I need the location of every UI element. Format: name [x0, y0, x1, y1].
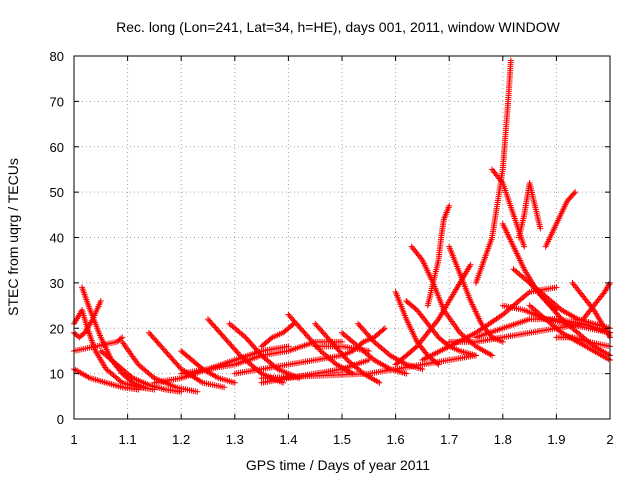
data-point	[557, 305, 564, 312]
data-point	[525, 290, 532, 297]
series-arc-39	[542, 189, 579, 250]
axis-ticks	[73, 55, 611, 420]
y-tick-label: 50	[50, 185, 64, 200]
y-tick-label: 80	[50, 49, 64, 64]
grid-lines	[74, 56, 610, 419]
x-tick-label: 1.2	[172, 432, 190, 447]
data-point	[376, 379, 383, 386]
series-arc-28	[392, 261, 474, 368]
data-point	[489, 352, 496, 359]
series-arc-07	[119, 338, 201, 395]
y-tick-labels: 0 10 20 30 40 50 60 70 80	[50, 49, 64, 427]
y-tick-label: 10	[50, 367, 64, 382]
y-tick-label: 60	[50, 140, 64, 155]
y-axis-label: STEC from uqrg / TECUs	[5, 158, 21, 316]
data-point	[513, 300, 520, 307]
data-point	[381, 325, 388, 332]
data-point	[231, 379, 238, 386]
data-point	[522, 292, 529, 299]
data-point	[434, 360, 441, 367]
series-arc-22	[312, 343, 372, 354]
data-point	[572, 189, 579, 196]
y-tick-label: 30	[50, 276, 64, 291]
data-point	[502, 309, 509, 316]
x-tick-label: 1.1	[119, 432, 137, 447]
data-point	[385, 351, 392, 358]
series-arc-30	[419, 284, 560, 364]
x-tick-label: 2	[606, 432, 613, 447]
chart-title: Rec. long (Lon=241, Lat=34, h=HE), days …	[116, 19, 560, 35]
data-points	[71, 57, 613, 395]
data-point	[537, 225, 544, 232]
series-arc-29	[446, 243, 506, 345]
data-point	[359, 339, 366, 346]
series-arc-31	[473, 57, 514, 286]
data-point	[267, 335, 274, 342]
series-arc-21	[339, 325, 388, 359]
series-arc-05	[71, 334, 126, 354]
data-point	[517, 296, 524, 303]
x-tick-label: 1.3	[226, 432, 244, 447]
data-point	[521, 243, 528, 250]
x-tick-label: 1.7	[440, 432, 458, 447]
data-point	[149, 373, 156, 380]
x-tick-label: 1.9	[547, 432, 565, 447]
x-tick-labels: 1 1.1 1.2 1.3 1.4 1.5 1.6 1.7 1.8 1.9 2	[70, 432, 613, 447]
data-point	[514, 299, 521, 306]
data-point	[194, 388, 201, 395]
series-arc-34	[515, 180, 544, 241]
x-tick-label: 1.4	[279, 432, 297, 447]
y-tick-label: 70	[50, 94, 64, 109]
y-tick-label: 40	[50, 231, 64, 246]
data-point	[128, 373, 135, 380]
series-arc-43	[446, 320, 587, 345]
data-point	[499, 311, 506, 318]
series-arc-27	[424, 202, 453, 309]
data-point	[117, 335, 124, 342]
data-point	[571, 190, 578, 197]
data-point	[519, 295, 526, 302]
data-point	[523, 291, 530, 298]
series-arc-32	[489, 166, 528, 250]
data-point	[403, 370, 410, 377]
data-point	[412, 305, 419, 312]
series-arc-26	[403, 298, 479, 359]
data-point	[117, 378, 124, 385]
data-point	[235, 351, 242, 358]
data-point	[504, 307, 511, 314]
x-tick-label: 1.6	[387, 432, 405, 447]
x-axis-label: GPS time / Days of year 2011	[246, 457, 430, 473]
data-point	[412, 344, 419, 351]
x-tick-label: 1	[70, 432, 77, 447]
series-arc-42	[580, 279, 613, 323]
data-point	[501, 310, 508, 317]
data-point	[343, 355, 350, 362]
data-point	[241, 333, 248, 340]
data-point	[473, 352, 479, 359]
data-point	[380, 326, 387, 333]
data-point	[467, 261, 474, 268]
series-arc-16	[258, 320, 297, 350]
data-point	[332, 360, 339, 367]
x-tick-label: 1.8	[494, 432, 512, 447]
y-tick-label: 0	[57, 412, 64, 427]
data-point	[446, 202, 453, 209]
data-point	[221, 384, 228, 391]
data-point	[557, 314, 564, 321]
data-point	[369, 355, 376, 362]
data-point	[520, 293, 527, 300]
data-point	[553, 284, 560, 291]
data-point	[435, 361, 442, 368]
data-point	[580, 320, 587, 327]
data-point	[507, 57, 514, 64]
data-point	[97, 298, 104, 305]
series-arc-06	[97, 347, 185, 395]
x-tick-label: 1.5	[333, 432, 351, 447]
series-arc-44	[553, 334, 613, 350]
data-point	[516, 297, 523, 304]
data-point	[365, 347, 372, 354]
y-tick-label: 20	[50, 321, 64, 336]
series-arc-04	[71, 298, 104, 341]
